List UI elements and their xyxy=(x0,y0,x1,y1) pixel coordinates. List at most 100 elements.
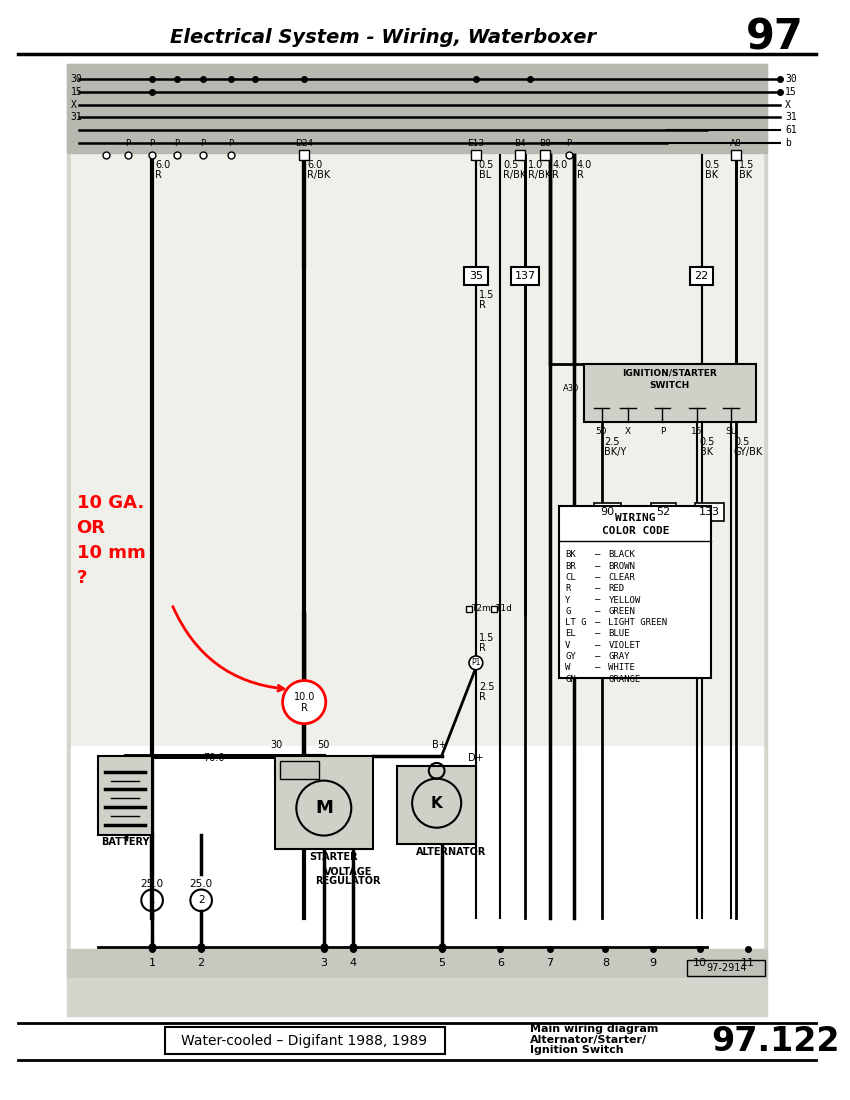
Text: BK: BK xyxy=(705,170,717,180)
Text: 70.0: 70.0 xyxy=(203,754,224,763)
Text: 2: 2 xyxy=(197,958,205,968)
Text: ORANGE: ORANGE xyxy=(609,674,641,683)
Text: —: — xyxy=(595,652,600,661)
Text: SWITCH: SWITCH xyxy=(649,381,690,389)
Text: 8: 8 xyxy=(602,958,609,968)
Text: Water-cooled – Digifant 1988, 1989: Water-cooled – Digifant 1988, 1989 xyxy=(181,1034,428,1047)
Text: 15: 15 xyxy=(71,87,82,97)
Circle shape xyxy=(282,681,326,724)
Text: 6: 6 xyxy=(497,958,504,968)
Text: BR: BR xyxy=(565,562,576,571)
Circle shape xyxy=(469,656,483,670)
Text: M: M xyxy=(314,799,332,817)
Text: —: — xyxy=(595,595,600,605)
Text: YELLOW: YELLOW xyxy=(609,595,641,605)
Text: 50: 50 xyxy=(318,740,330,750)
Text: Alternator/Starter/: Alternator/Starter/ xyxy=(530,1035,647,1045)
Bar xyxy=(559,506,711,678)
Text: —: — xyxy=(595,663,600,672)
Text: 1: 1 xyxy=(149,895,156,905)
Text: 0.5: 0.5 xyxy=(700,437,715,447)
Bar xyxy=(275,756,373,849)
Text: BK: BK xyxy=(700,447,713,456)
Text: —: — xyxy=(595,607,600,616)
Text: CL: CL xyxy=(565,573,576,582)
Text: —: — xyxy=(595,618,600,627)
Text: 7: 7 xyxy=(546,958,553,968)
Bar xyxy=(593,503,621,520)
Text: BL: BL xyxy=(479,170,491,180)
Text: 30: 30 xyxy=(71,74,82,84)
Text: 25.0: 25.0 xyxy=(190,879,212,889)
Text: —: — xyxy=(595,562,600,571)
Text: —: — xyxy=(595,584,600,593)
Bar xyxy=(98,756,152,835)
Text: 6.0: 6.0 xyxy=(155,161,170,170)
Text: 31: 31 xyxy=(785,112,796,122)
Text: 133: 133 xyxy=(699,507,720,517)
Text: 1.5: 1.5 xyxy=(739,161,754,170)
Text: 35: 35 xyxy=(469,272,483,282)
Text: EL: EL xyxy=(565,629,576,638)
Bar xyxy=(67,64,768,153)
Text: LIGHT GREEN: LIGHT GREEN xyxy=(609,618,667,627)
Text: 0.5: 0.5 xyxy=(503,161,518,170)
Text: REGULATOR: REGULATOR xyxy=(315,876,381,886)
Text: B+: B+ xyxy=(433,740,447,750)
Text: GN: GN xyxy=(565,674,576,683)
Text: RED: RED xyxy=(609,584,625,593)
Text: 6.0: 6.0 xyxy=(307,161,322,170)
Text: 3: 3 xyxy=(320,958,327,968)
Bar xyxy=(71,153,763,977)
Text: 10: 10 xyxy=(693,958,706,968)
Text: B4: B4 xyxy=(514,139,526,147)
Text: A30: A30 xyxy=(563,384,579,393)
Text: 2.5: 2.5 xyxy=(604,437,620,447)
Text: —: — xyxy=(595,674,600,683)
Text: 1.5: 1.5 xyxy=(479,290,494,300)
Text: —: — xyxy=(595,640,600,650)
Text: 97.122: 97.122 xyxy=(711,1025,840,1058)
Text: 11: 11 xyxy=(740,958,755,968)
Text: VOLTAGE: VOLTAGE xyxy=(324,867,372,877)
Text: GREEN: GREEN xyxy=(609,607,635,616)
Text: P: P xyxy=(174,139,179,147)
Text: 90: 90 xyxy=(600,507,615,517)
Text: P: P xyxy=(567,139,572,147)
Text: LT G: LT G xyxy=(565,618,586,627)
Bar xyxy=(280,761,319,779)
Text: R: R xyxy=(565,584,570,593)
Text: G: G xyxy=(565,607,570,616)
Text: 15: 15 xyxy=(785,87,796,97)
Text: 50: 50 xyxy=(596,427,607,437)
Text: D+: D+ xyxy=(468,754,484,763)
Text: R: R xyxy=(552,170,559,180)
Text: T2m: T2m xyxy=(471,604,490,614)
Text: COLOR CODE: COLOR CODE xyxy=(602,527,669,537)
Text: Ignition Switch: Ignition Switch xyxy=(530,1045,624,1055)
Bar xyxy=(690,267,713,285)
Text: X: X xyxy=(785,99,791,110)
Text: R/BK: R/BK xyxy=(503,170,527,180)
Text: VIOLET: VIOLET xyxy=(609,640,641,650)
Text: IGNITION/STARTER: IGNITION/STARTER xyxy=(622,368,717,378)
Text: R: R xyxy=(479,644,485,653)
Bar xyxy=(511,267,539,285)
Text: 0.5: 0.5 xyxy=(705,161,720,170)
Text: Main wiring diagram: Main wiring diagram xyxy=(530,1024,658,1034)
Bar xyxy=(165,1027,445,1055)
Text: Y: Y xyxy=(565,595,570,605)
Text: T1d: T1d xyxy=(496,604,513,614)
Bar xyxy=(584,364,756,422)
Text: 4.0: 4.0 xyxy=(552,161,568,170)
Text: 4: 4 xyxy=(349,958,357,968)
Text: 2: 2 xyxy=(198,895,205,905)
Text: —: — xyxy=(595,629,600,638)
Text: V: V xyxy=(565,640,570,650)
Text: ALTERNATOR: ALTERNATOR xyxy=(416,847,486,857)
Text: 10 GA.
OR
10 mm
?: 10 GA. OR 10 mm ? xyxy=(76,494,145,586)
Text: 4.0: 4.0 xyxy=(577,161,592,170)
Bar xyxy=(650,503,676,520)
Bar xyxy=(67,949,768,977)
Bar xyxy=(687,960,765,976)
